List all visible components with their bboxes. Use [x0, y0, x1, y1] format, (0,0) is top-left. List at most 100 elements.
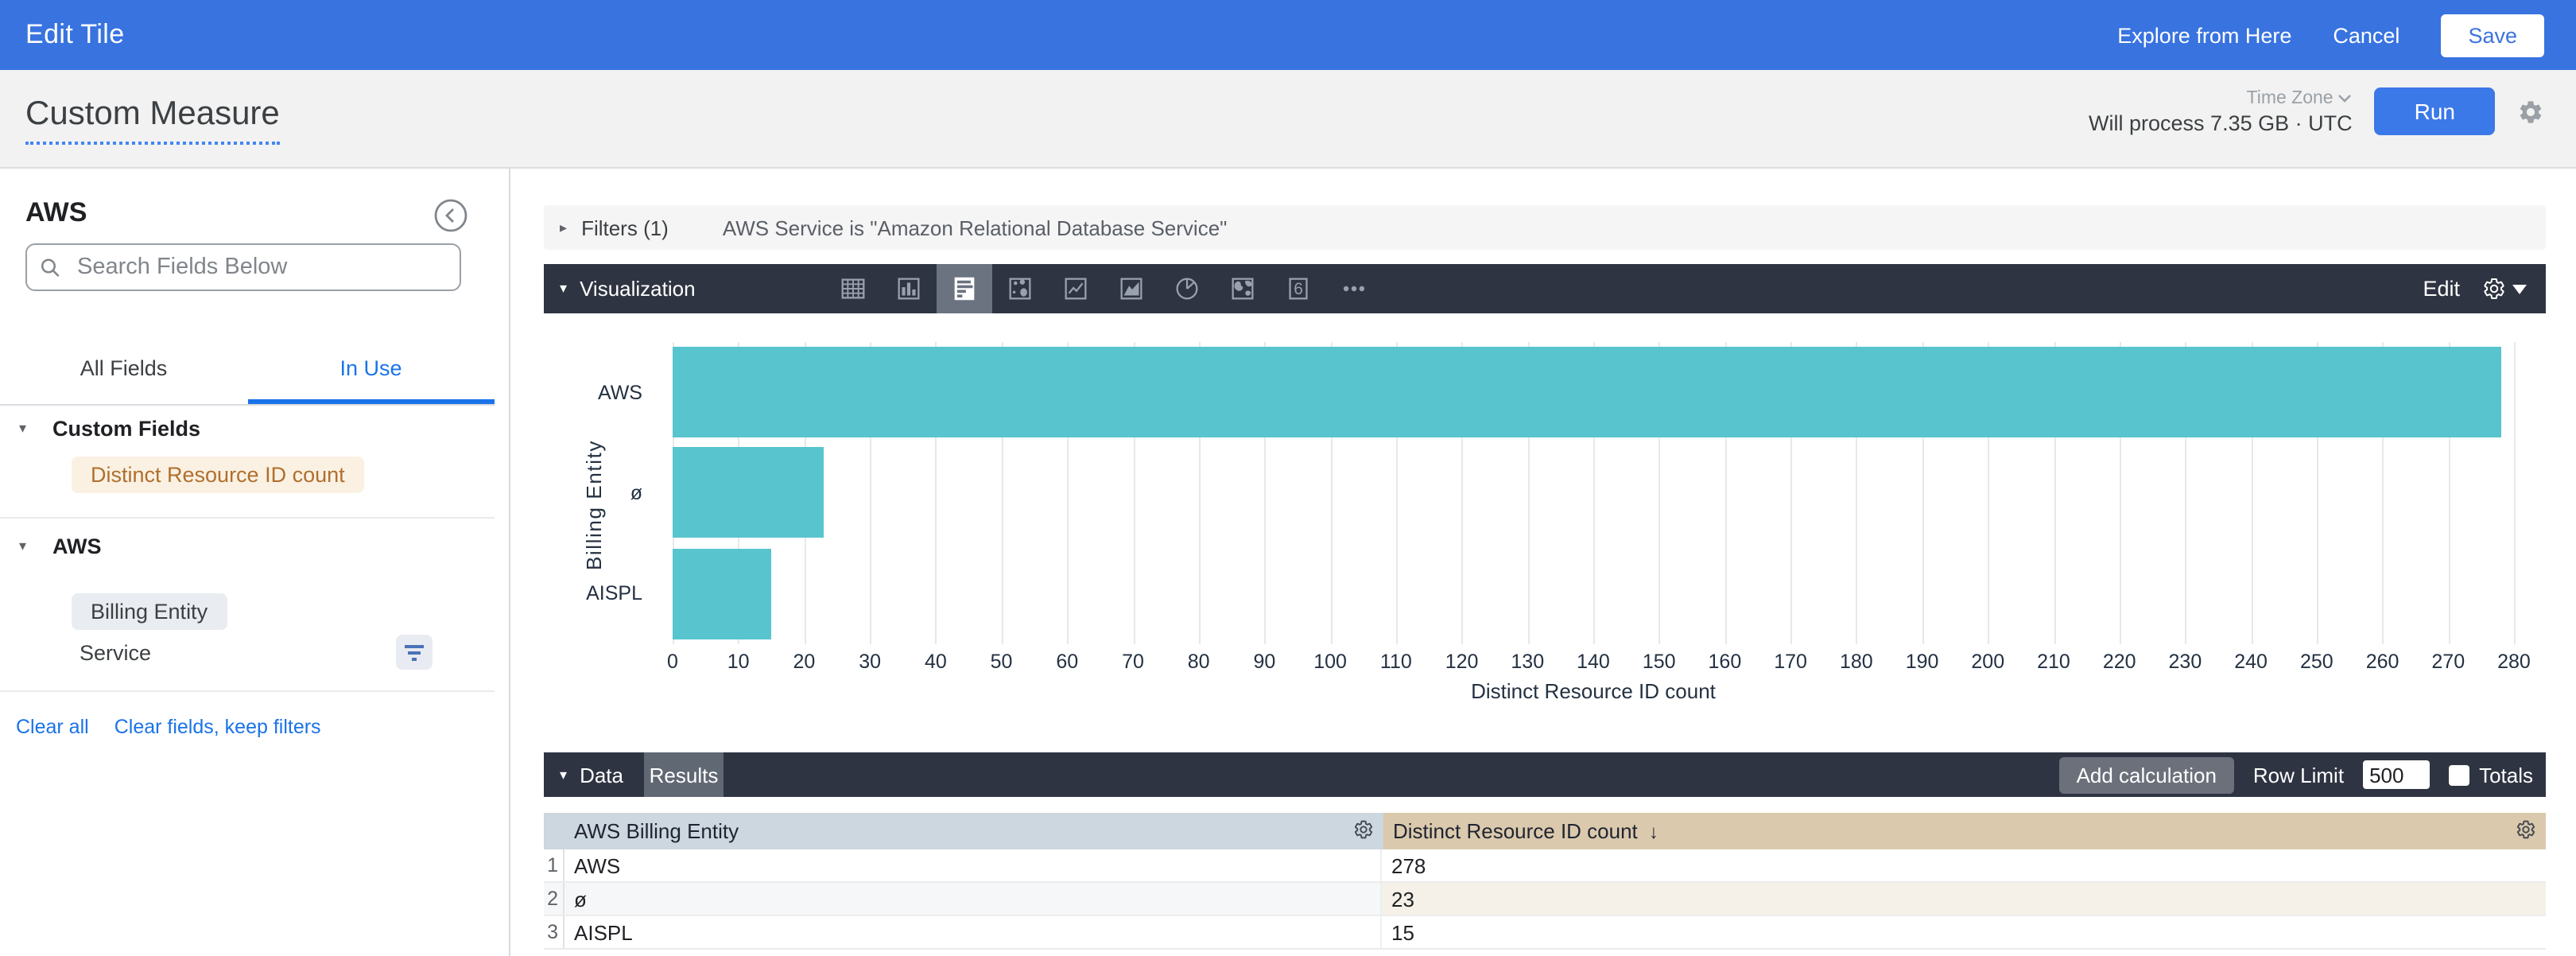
gridline — [1330, 342, 1333, 644]
cell-billing-entity[interactable]: AISPL — [564, 916, 1382, 948]
y-axis-title: Billing Entity — [582, 439, 607, 571]
column-gear-icon[interactable] — [2516, 819, 2536, 840]
x-axis-title: Distinct Resource ID count — [1471, 679, 1716, 703]
settings-gear-icon[interactable] — [2517, 98, 2544, 125]
row-limit-label: Row Limit — [2252, 763, 2345, 787]
x-tick-label: 20 — [793, 651, 816, 673]
cell-distinct-resource-id-count[interactable]: 23 — [1382, 883, 2546, 915]
filters-bar[interactable]: ▸ Filters (1) AWS Service is "Amazon Rel… — [544, 205, 2546, 250]
x-tick-label: 210 — [2037, 651, 2070, 673]
table-header-row: AWS Billing Entity Distinct Resource ID … — [544, 813, 2546, 849]
clear-fields-keep-filters-link[interactable]: Clear fields, keep filters — [114, 716, 321, 738]
results-tab[interactable]: Results — [644, 752, 724, 797]
viz-bar-actions: Edit — [2423, 264, 2527, 313]
x-tick-label: 170 — [1774, 651, 1807, 673]
time-zone-selector[interactable]: Time Zone — [2247, 88, 2353, 107]
service-filter-button[interactable] — [396, 635, 433, 670]
area-chart-icon[interactable] — [1104, 264, 1160, 313]
viz-edit-button[interactable]: Edit — [2423, 277, 2460, 301]
x-tick-label: 190 — [1905, 651, 1939, 673]
field-picker-sidebar: AWS All Fields In Use ▾ Custom Fields Di… — [0, 169, 510, 956]
cell-billing-entity[interactable]: AWS — [564, 849, 1382, 881]
gridline — [1001, 342, 1003, 644]
cell-distinct-resource-id-count[interactable]: 15 — [1391, 920, 1414, 944]
field-billing-entity[interactable]: Billing Entity — [72, 593, 227, 630]
bar-AISPL[interactable] — [673, 548, 772, 639]
expand-filters-triangle-icon[interactable]: ▸ — [560, 219, 568, 235]
bar-AWS[interactable] — [673, 347, 2501, 437]
clear-all-link[interactable]: Clear all — [16, 716, 89, 738]
cell-distinct-resource-id-count[interactable]: 278 — [1391, 853, 1426, 877]
viz-type-switcher: 6 — [826, 264, 1383, 313]
gridline — [2251, 342, 2253, 644]
bar-chart-icon[interactable] — [937, 264, 993, 313]
save-button[interactable]: Save — [2441, 14, 2544, 56]
sidebar-footer-links: Clear all Clear fields, keep filters — [16, 716, 321, 738]
sort-desc-arrow-icon: ↓ — [1648, 820, 1658, 842]
gridline — [935, 342, 937, 644]
row-number: 3 — [544, 916, 564, 948]
tab-in-use[interactable]: In Use — [247, 347, 495, 404]
row-limit-input[interactable] — [2363, 760, 2431, 789]
column-header-label: AWS Billing Entity — [574, 819, 739, 843]
totals-checkbox[interactable] — [2449, 764, 2470, 785]
single-value-icon[interactable]: 6 — [1271, 264, 1327, 313]
gridline — [1067, 342, 1069, 644]
x-tick-label: 80 — [1187, 651, 1210, 673]
bar-ø[interactable] — [673, 447, 824, 538]
section-aws[interactable]: ▾ AWS — [0, 534, 509, 558]
section-custom-fields[interactable]: ▾ Custom Fields — [0, 417, 509, 441]
map-icon[interactable] — [1216, 264, 1271, 313]
scatter-icon[interactable] — [993, 264, 1049, 313]
column-gear-icon[interactable] — [1353, 819, 1374, 840]
x-tick-label: 100 — [1313, 651, 1347, 673]
search-input[interactable] — [74, 253, 447, 282]
row-number-header — [544, 813, 564, 849]
x-tick-label: 90 — [1253, 651, 1276, 673]
top-bar: Edit Tile Explore from Here Cancel Save — [0, 0, 2576, 70]
row-number: 1 — [544, 849, 564, 881]
x-tick-label: 30 — [859, 651, 882, 673]
field-search-box[interactable] — [25, 243, 461, 291]
pie-chart-icon[interactable] — [1160, 264, 1216, 313]
collapse-triangle-icon: ▾ — [19, 538, 27, 554]
more-icon[interactable] — [1327, 264, 1383, 313]
viz-settings-menu[interactable] — [2482, 277, 2527, 301]
column-header-distinct-resource-id-count[interactable]: Distinct Resource ID count ↓ — [1383, 813, 2546, 849]
collapse-sidebar-icon[interactable] — [434, 199, 467, 232]
gridline — [1856, 342, 1858, 644]
collapse-visualization-triangle-icon[interactable]: ▾ — [560, 280, 568, 296]
gridline — [1461, 342, 1464, 644]
gridline — [2382, 342, 2384, 644]
column-header-billing-entity[interactable]: AWS Billing Entity — [564, 813, 1383, 849]
x-tick-label: 10 — [727, 651, 750, 673]
gridline — [1133, 342, 1135, 644]
x-tick-label: 40 — [924, 651, 947, 673]
line-chart-icon[interactable] — [1049, 264, 1104, 313]
gridline — [1527, 342, 1530, 644]
totals-toggle[interactable]: Totals — [2449, 763, 2533, 787]
tab-all-fields[interactable]: All Fields — [80, 356, 168, 380]
field-service[interactable]: Service — [80, 641, 152, 665]
explore-from-here-link[interactable]: Explore from Here — [2117, 23, 2292, 47]
gridline — [2119, 342, 2121, 644]
table-icon[interactable] — [826, 264, 882, 313]
visualization-label: Visualization — [580, 277, 696, 301]
section-label: Custom Fields — [52, 417, 201, 441]
cancel-button[interactable]: Cancel — [2333, 23, 2400, 47]
run-button[interactable]: Run — [2374, 87, 2495, 135]
cell-billing-entity[interactable]: ø — [564, 883, 1382, 915]
x-tick-label: 280 — [2497, 651, 2531, 673]
column-chart-icon[interactable] — [882, 264, 937, 313]
totals-label: Totals — [2479, 763, 2533, 787]
row-number: 2 — [544, 883, 564, 915]
gridline — [2185, 342, 2187, 644]
x-tick-label: 130 — [1511, 651, 1545, 673]
query-title[interactable]: Custom Measure — [25, 95, 280, 145]
x-tick-label: 220 — [2102, 651, 2136, 673]
collapse-data-triangle-icon[interactable]: ▾ — [560, 766, 568, 782]
svg-text:6: 6 — [1294, 280, 1304, 298]
add-calculation-button[interactable]: Add calculation — [2058, 756, 2234, 793]
field-distinct-resource-id-count[interactable]: Distinct Resource ID count — [72, 457, 364, 493]
